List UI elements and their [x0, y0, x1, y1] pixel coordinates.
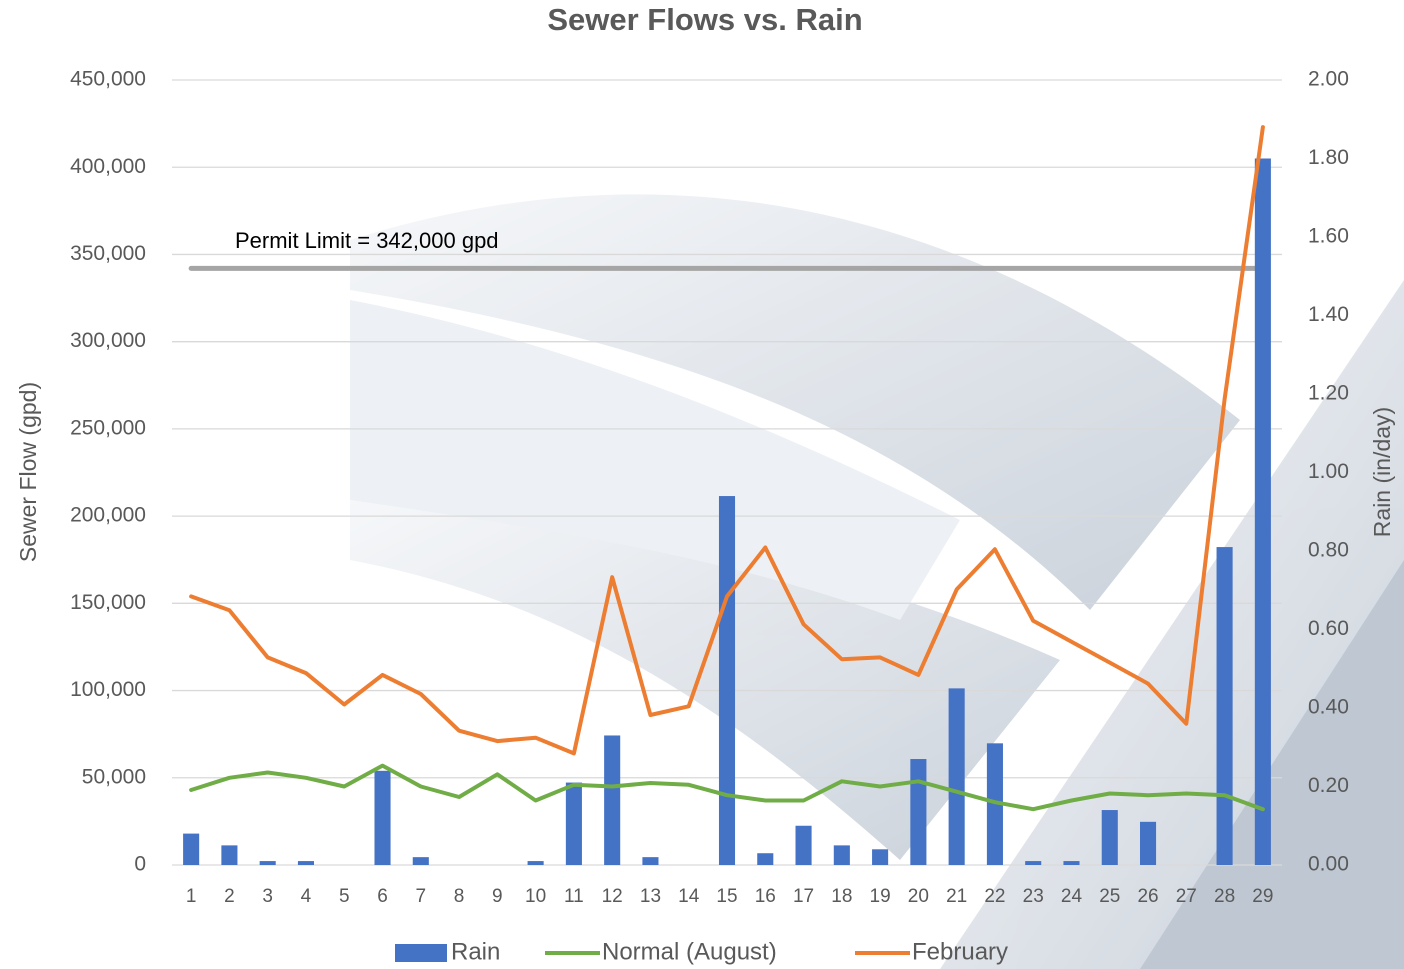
x-tick-label: 28 [1214, 886, 1235, 907]
x-tick-label: 9 [492, 886, 503, 907]
bar [1255, 159, 1271, 866]
bar [528, 861, 544, 865]
x-tick-label: 6 [377, 886, 388, 907]
legend-label: Rain [451, 938, 500, 965]
chart: Sewer Flows vs. Rain Sewer Flow (gpd) Ra… [0, 0, 1404, 969]
y-tick-label: 200,000 [70, 504, 146, 527]
y2-tick-label: 1.20 [1308, 382, 1349, 405]
bar [910, 759, 926, 865]
y2-tick-label: 0.40 [1308, 696, 1349, 719]
y-tick-label: 300,000 [70, 329, 146, 352]
y-tick-label: 250,000 [70, 416, 146, 439]
y-tick-label: 100,000 [70, 678, 146, 701]
bar [1063, 861, 1079, 865]
x-tick-label: 24 [1061, 886, 1083, 907]
x-tick-label: 12 [602, 886, 623, 907]
x-tick-label: 16 [755, 886, 776, 907]
y2-tick-label: 0.20 [1308, 774, 1349, 797]
bar [1140, 822, 1156, 865]
y2-tick-label: 0.80 [1308, 539, 1349, 562]
bar [1025, 861, 1041, 865]
y-axis-label: Sewer Flow (gpd) [15, 382, 41, 562]
x-tick-label: 1 [186, 886, 197, 907]
y-tick-label: 50,000 [82, 765, 146, 788]
x-tick-label: 21 [946, 886, 967, 907]
bar [872, 849, 888, 865]
chart-title: Sewer Flows vs. Rain [547, 2, 862, 37]
y2-tick-label: 0.60 [1308, 617, 1349, 640]
bar [566, 783, 582, 865]
x-tick-label: 4 [301, 886, 312, 907]
x-tick-label: 22 [984, 886, 1005, 907]
x-tick-label: 18 [831, 886, 852, 907]
x-tick-label: 23 [1023, 886, 1044, 907]
x-tick-label: 10 [525, 886, 546, 907]
x-tick-label: 11 [564, 886, 584, 907]
x-tick-label: 26 [1137, 886, 1158, 907]
x-tick-label: 3 [262, 886, 273, 907]
y-tick-label: 400,000 [70, 155, 146, 178]
legend-label: Normal (August) [602, 938, 777, 965]
bar [642, 857, 658, 865]
y2-tick-label: 1.40 [1308, 303, 1349, 326]
bar [221, 845, 237, 865]
bar [796, 826, 812, 865]
y2-tick-label: 1.60 [1308, 225, 1349, 248]
y2-axis-label: Rain (in/day) [1369, 407, 1395, 537]
x-tick-label: 27 [1176, 886, 1197, 907]
bar [260, 861, 276, 865]
y-tick-label: 0 [134, 853, 146, 876]
x-tick-label: 19 [870, 886, 891, 907]
bar [1102, 810, 1118, 865]
x-tick-label: 13 [640, 886, 661, 907]
x-tick-label: 15 [716, 886, 737, 907]
y-tick-label: 350,000 [70, 242, 146, 265]
y-tick-label: 150,000 [70, 591, 146, 614]
y2-tick-label: 1.80 [1308, 146, 1349, 169]
x-tick-label: 5 [339, 886, 350, 907]
bar [949, 688, 965, 865]
x-tick-label: 17 [793, 886, 814, 907]
bar [1217, 547, 1233, 865]
y2-tick-label: 2.00 [1308, 68, 1349, 91]
x-tick-label: 2 [224, 886, 235, 907]
bar [834, 845, 850, 865]
y2-tick-label: 1.00 [1308, 460, 1349, 483]
bar [183, 834, 199, 865]
permit-limit-label: Permit Limit = 342,000 gpd [235, 228, 499, 253]
x-tick-label: 20 [908, 886, 929, 907]
bar [757, 853, 773, 865]
bar [374, 771, 390, 865]
y2-tick-label: 0.00 [1308, 853, 1349, 876]
y-tick-label: 450,000 [70, 68, 146, 91]
bar [298, 861, 314, 865]
x-tick-label: 29 [1252, 886, 1273, 907]
x-tick-label: 8 [454, 886, 465, 907]
legend-swatch [395, 944, 447, 962]
x-tick-label: 7 [416, 886, 427, 907]
legend-label: February [912, 938, 1008, 965]
bar [413, 857, 429, 865]
bar [719, 496, 735, 865]
x-tick-label: 14 [678, 886, 700, 907]
x-tick-label: 25 [1099, 886, 1120, 907]
bar [604, 735, 620, 865]
